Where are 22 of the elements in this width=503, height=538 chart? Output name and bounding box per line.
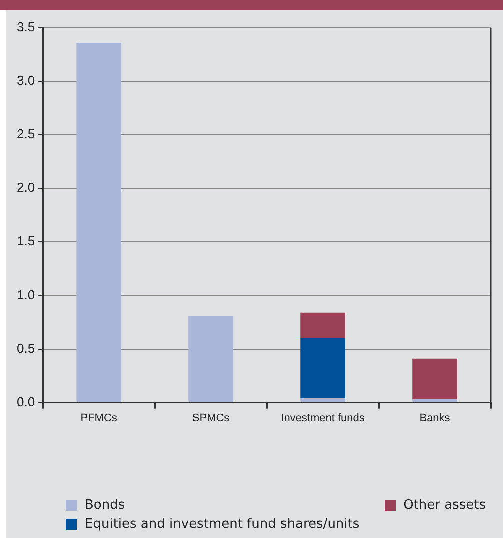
bar bbox=[300, 398, 346, 402]
y-tick-label: 1.0 bbox=[16, 287, 36, 302]
bar bbox=[300, 312, 346, 339]
bar bbox=[412, 358, 458, 400]
bar bbox=[76, 42, 122, 402]
bar bbox=[188, 316, 234, 402]
x-tick-label: Banks bbox=[420, 412, 451, 424]
y-tick-label: 3.0 bbox=[16, 73, 36, 88]
x-tick-label: SPMCs bbox=[192, 412, 230, 424]
y-tick-label: 0.0 bbox=[16, 394, 36, 410]
y-tick-label: 1.5 bbox=[16, 234, 36, 249]
legend-label: Bonds bbox=[85, 498, 126, 513]
bar bbox=[412, 400, 458, 402]
y-tick-label: 2.5 bbox=[16, 126, 36, 142]
x-tick-label: PFMCs bbox=[80, 412, 118, 424]
legend-label: Other assets bbox=[404, 498, 486, 513]
y-tick-label: 0.5 bbox=[16, 340, 36, 356]
bar bbox=[300, 338, 346, 399]
y-tick-label: 2.0 bbox=[16, 180, 36, 196]
y-tick-label: 3.5 bbox=[16, 20, 36, 35]
x-tick-label: Investment funds bbox=[281, 412, 366, 424]
legend-label: Equities and investment fund shares/units bbox=[85, 517, 360, 532]
